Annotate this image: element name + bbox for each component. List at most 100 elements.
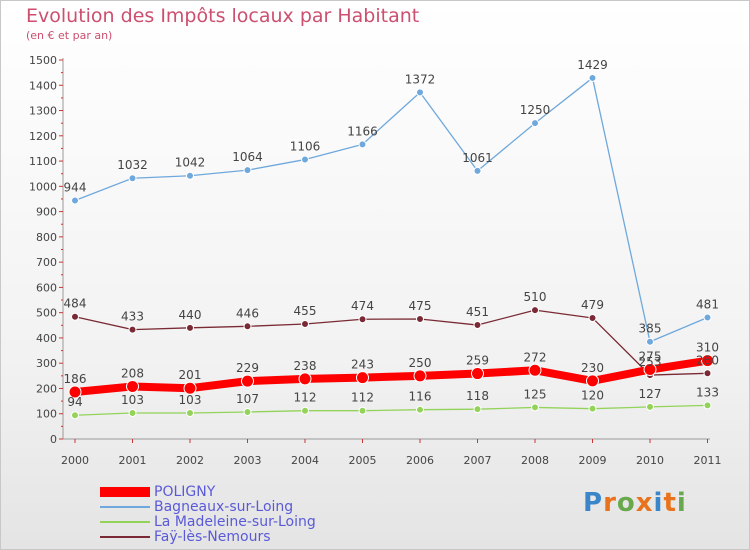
series-line (74, 309, 709, 376)
data-point (531, 306, 539, 315)
x-tick-label: 2008 (521, 454, 549, 467)
legend-label: POLIGNY (154, 484, 216, 500)
x-tick-label: 2007 (464, 454, 492, 467)
data-label: 1106 (290, 140, 321, 154)
data-label: 107 (236, 392, 259, 406)
data-point (473, 321, 482, 330)
data-label: 944 (64, 180, 87, 194)
data-label: 103 (121, 393, 144, 407)
data-label: 484 (64, 297, 87, 311)
data-point (588, 73, 597, 82)
data-point (358, 140, 367, 149)
data-label: 475 (409, 299, 432, 313)
data-label: 275 (639, 350, 662, 364)
y-tick-label: 300 (36, 357, 57, 370)
y-tick-label: 800 (36, 231, 57, 244)
data-point (646, 402, 654, 411)
data-label: 433 (121, 310, 144, 324)
data-label: 272 (524, 350, 547, 364)
y-tick-label: 500 (36, 307, 57, 320)
chart-subtitle: (en € et par an) (26, 29, 113, 42)
y-tick-label: 900 (36, 206, 57, 219)
legend-item: Bagneaux-sur-Loing (100, 499, 294, 515)
data-label: 250 (409, 356, 432, 370)
data-label: 455 (294, 304, 317, 318)
data-point (71, 312, 79, 321)
data-point (126, 379, 139, 393)
data-label: 116 (409, 390, 432, 404)
data-point (298, 372, 312, 386)
data-point (473, 405, 482, 414)
series-poligny (68, 354, 714, 399)
legend-swatch (100, 487, 150, 497)
data-point (701, 354, 714, 368)
data-label: 451 (466, 305, 489, 319)
data-point (243, 322, 252, 331)
legend-item: POLIGNY (100, 484, 216, 500)
data-point (186, 171, 194, 180)
y-tick-label: 100 (36, 408, 57, 421)
data-point (586, 374, 599, 388)
x-tick-label: 2011 (694, 454, 722, 467)
data-label: 510 (524, 290, 547, 304)
series-line (74, 404, 709, 416)
data-label: 474 (351, 299, 374, 313)
data-point (531, 403, 539, 412)
data-point (416, 88, 424, 97)
data-point (356, 371, 369, 385)
data-point (71, 196, 79, 205)
data-label: 1061 (462, 151, 493, 165)
legend-label: Faÿ-lès-Nemours (154, 529, 271, 545)
data-point (128, 325, 137, 334)
data-point (186, 323, 194, 332)
data-point (473, 166, 482, 175)
y-tick-label: 600 (36, 281, 57, 294)
data-point (416, 314, 424, 323)
labels-bagneaux-sur-loing: 944 1032 1042 1064 1106 1166 1372 1061 1250 1429 3… (64, 58, 719, 336)
data-label: 238 (294, 359, 317, 373)
data-label: 1429 (577, 58, 608, 72)
data-label: 120 (581, 389, 604, 403)
data-label: 446 (236, 306, 259, 320)
data-point (301, 320, 309, 329)
data-label: 481 (696, 297, 719, 311)
data-label: 1042 (175, 156, 206, 170)
data-label: 127 (639, 387, 662, 401)
data-point (186, 408, 194, 417)
data-label: 260 (696, 353, 719, 367)
data-label: 112 (351, 391, 374, 405)
y-tick-label: 1100 (29, 155, 57, 168)
data-point (68, 385, 82, 399)
data-point (416, 405, 424, 414)
data-point (471, 367, 484, 381)
legend-swatch (100, 536, 150, 538)
legend-label: Bagneaux-sur-Loing (154, 499, 294, 515)
legend-item: Faÿ-lès-Nemours (100, 529, 271, 545)
data-point (128, 408, 137, 417)
data-point (128, 174, 137, 183)
data-label: 103 (179, 393, 202, 407)
proxiti-logo: Proxiti (583, 488, 687, 518)
x-tick-label: 2001 (119, 454, 147, 467)
y-tick-label: 1000 (29, 180, 57, 193)
data-label: 118 (466, 389, 489, 403)
data-label: 112 (294, 391, 317, 405)
labels-la-madeleine-sur-loing: 94 103 103 107 112 112 116 118 125 120 127 133 (67, 385, 719, 409)
data-label: 440 (179, 308, 202, 322)
labels-poligny: 186 208 201 229 238 243 250 259 272 230 275 310 (64, 341, 719, 386)
data-label: 229 (236, 361, 259, 375)
y-tick-label: 0 (50, 433, 57, 446)
data-label: 94 (67, 395, 82, 409)
data-label: 1166 (347, 124, 378, 138)
data-point (301, 406, 309, 415)
data-point (531, 119, 539, 128)
series-la-madeleine-sur-loing (71, 401, 712, 420)
series-line (71, 356, 712, 397)
x-tick-label: 2005 (349, 454, 377, 467)
data-label: 253 (639, 355, 662, 369)
data-label: 186 (64, 372, 87, 386)
x-tick-label: 2009 (579, 454, 607, 467)
data-point (703, 401, 712, 410)
legend-item: La Madeleine-sur-Loing (100, 514, 316, 530)
